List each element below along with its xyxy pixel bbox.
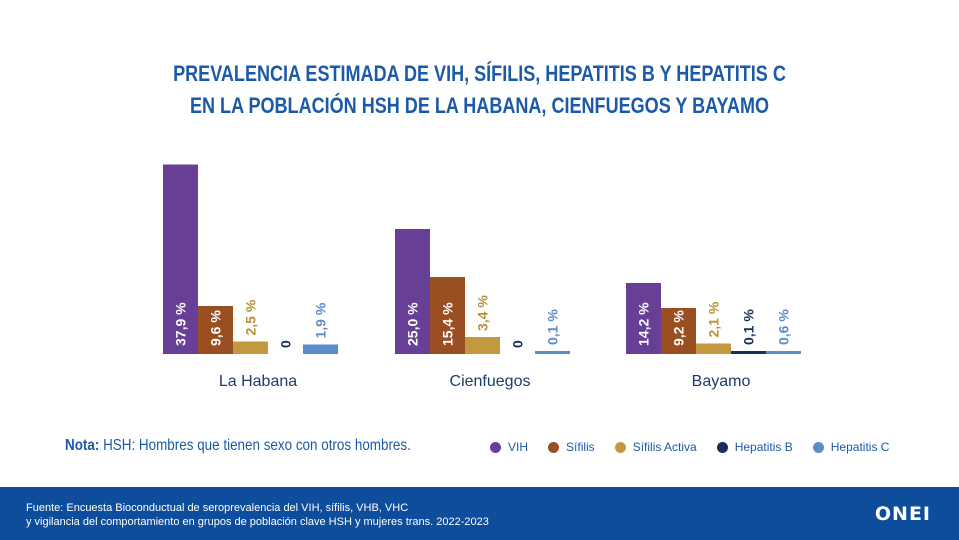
note-label: Nota: [65, 437, 100, 454]
legend-item: Sífilis Activa [614, 440, 697, 454]
category-label: Bayamo [692, 373, 751, 390]
bar-hepatitis-b-bayamo [731, 351, 766, 354]
legend-item: VIH [490, 440, 528, 454]
note-text: HSH: Hombres que tienen sexo con otros h… [103, 437, 411, 454]
data-label: 14,2 % [636, 302, 652, 346]
chart-legend: VIH Sífilis Sífilis Activa Hepatitis B Hepat… [490, 440, 909, 454]
legend-label: Sífilis [566, 440, 595, 454]
data-label: 1,9 % [313, 302, 329, 338]
legend-item: Hepatitis B [716, 440, 793, 454]
legend-swatch [716, 441, 728, 453]
source-line-1: Fuente: Encuesta Bioconductual de seropr… [26, 502, 409, 514]
data-label: 0 [278, 340, 294, 348]
legend-label: VIH [508, 440, 529, 454]
bar-hepatitis-c-la-habana [303, 344, 338, 354]
data-label: 0,1 % [741, 309, 757, 345]
bar-sífilis-activa-la-habana [233, 341, 268, 354]
legend-swatch [614, 441, 626, 453]
bar-hepatitis-c-bayamo [766, 351, 801, 354]
data-label: 0,6 % [776, 309, 792, 345]
bar-sífilis-la-habana [198, 306, 233, 354]
legend-swatch [548, 441, 560, 453]
legend-label: Sífilis Activa [632, 440, 697, 454]
legend-swatch [490, 441, 501, 453]
data-label: 0,1 % [545, 309, 561, 345]
chart-title-line-1: PREVALENCIA ESTIMADA DE VIH, SÍFILIS, HE… [173, 61, 786, 86]
data-label: 25,0 % [405, 302, 421, 346]
chart-title-line-2: EN LA POBLACIÓN HSH DE LA HABANA, CIENFU… [189, 93, 770, 118]
legend-item: Sífilis [548, 440, 595, 454]
bar-vih-la-habana [163, 164, 198, 354]
legend-label: Hepatitis B [734, 440, 793, 454]
data-label: 3,4 % [475, 295, 491, 331]
bar-sífilis-cienfuegos [430, 277, 465, 354]
bar-vih-bayamo [626, 283, 661, 354]
bar-vih-cienfuegos [395, 229, 430, 354]
bar-sífilis-activa-bayamo [696, 343, 731, 354]
bar-sífilis-activa-cienfuegos [465, 337, 500, 354]
legend-item: Hepatitis C [812, 440, 890, 454]
source-note: Fuente: Encuesta Bioconductual de seropr… [26, 501, 489, 529]
data-label: 37,9 % [173, 302, 189, 346]
data-label: 2,1 % [706, 301, 722, 337]
bar-chart: 37,9 % 25,0 % 14,2 % 9,6 % 15,4 % 9,2 % 2,5 % 3… [163, 164, 801, 390]
category-label: Cienfuegos [450, 373, 531, 390]
source-line-2: y vigilancia del comportamiento en grupo… [26, 516, 489, 528]
data-label: 15,4 % [440, 302, 456, 346]
data-label: 9,2 % [671, 310, 687, 346]
category-label: La Habana [219, 373, 297, 390]
onei-logo: ONEI [874, 503, 931, 525]
footer: Fuente: Encuesta Bioconductual de seropr… [0, 487, 959, 540]
data-label: 0 [510, 340, 526, 348]
note: Nota: HSH: Hombres que tienen sexo con o… [65, 437, 411, 455]
data-label: 9,6 % [208, 310, 224, 346]
bar-hepatitis-c-cienfuegos [535, 351, 570, 354]
data-label: 2,5 % [243, 299, 259, 335]
chart-title: PREVALENCIA ESTIMADA DE VIH, SÍFILIS, HE… [86, 58, 872, 122]
bar-sífilis-bayamo [661, 308, 696, 354]
legend-swatch [812, 441, 824, 453]
legend-label: Hepatitis C [830, 440, 890, 454]
